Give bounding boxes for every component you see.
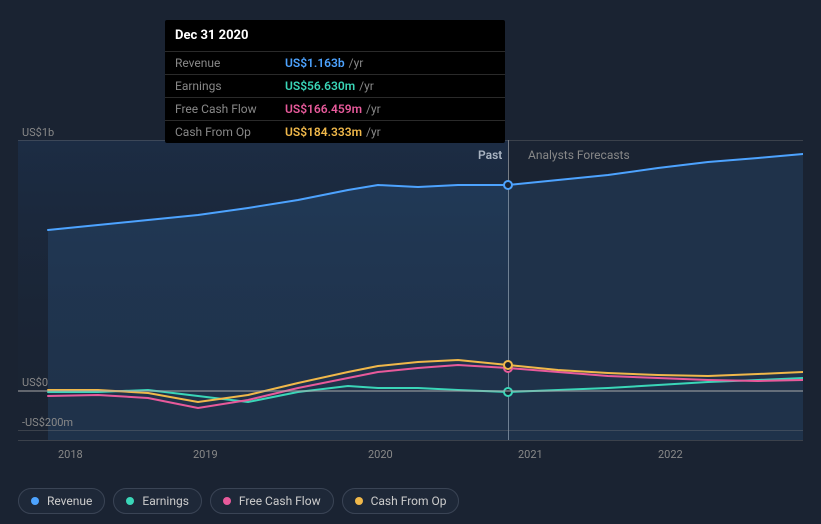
gridline — [18, 440, 803, 441]
tooltip-metric-value: US$1.163b — [285, 56, 345, 70]
x-axis-label: 2022 — [658, 448, 683, 461]
tooltip-date: Dec 31 2020 — [165, 20, 505, 52]
legend-label: Revenue — [47, 494, 92, 508]
legend-dot-icon — [31, 497, 39, 505]
x-axis-label: 2018 — [58, 448, 83, 461]
tooltip-metric-label: Revenue — [175, 56, 285, 70]
chart-tooltip: Dec 31 2020 RevenueUS$1.163b/yrEarningsU… — [165, 20, 505, 143]
legend-dot-icon — [223, 497, 231, 505]
y-axis-label: US$1b — [22, 126, 54, 139]
gridline — [18, 430, 803, 431]
x-axis-label: 2021 — [518, 448, 543, 461]
legend-item[interactable]: Cash From Op — [342, 488, 460, 514]
x-axis-label: 2019 — [193, 448, 218, 461]
legend-label: Cash From Op — [371, 494, 447, 508]
tooltip-row: RevenueUS$1.163b/yr — [165, 52, 505, 75]
tooltip-metric-unit: /yr — [366, 102, 381, 116]
legend-item[interactable]: Earnings — [113, 488, 202, 514]
y-axis-label: -US$200m — [22, 416, 73, 429]
legend-dot-icon — [126, 497, 134, 505]
tooltip-metric-label: Cash From Op — [175, 125, 285, 139]
legend-label: Earnings — [142, 494, 189, 508]
legend-item[interactable]: Revenue — [18, 488, 105, 514]
tooltip-row: Cash From OpUS$184.333m/yr — [165, 121, 505, 143]
legend-dot-icon — [355, 497, 363, 505]
tooltip-metric-label: Free Cash Flow — [175, 102, 285, 116]
chart-svg — [18, 140, 803, 440]
tooltip-metric-value: US$56.630m — [285, 79, 355, 93]
x-axis-label: 2020 — [368, 448, 393, 461]
tooltip-metric-unit: /yr — [366, 125, 381, 139]
tooltip-metric-value: US$166.459m — [285, 102, 362, 116]
tooltip-row: EarningsUS$56.630m/yr — [165, 75, 505, 98]
legend-label: Free Cash Flow — [239, 494, 321, 508]
tooltip-metric-unit: /yr — [359, 79, 374, 93]
tooltip-row: Free Cash FlowUS$166.459m/yr — [165, 98, 505, 121]
tooltip-metric-value: US$184.333m — [285, 125, 362, 139]
financial-chart: Dec 31 2020 RevenueUS$1.163b/yrEarningsU… — [0, 0, 821, 524]
gridline — [18, 390, 803, 392]
chart-legend: Revenue Earnings Free Cash Flow Cash From O… — [18, 488, 459, 514]
chart-plot-area[interactable] — [18, 140, 803, 440]
legend-item[interactable]: Free Cash Flow — [210, 488, 334, 514]
y-axis-label: US$0 — [22, 376, 48, 389]
tooltip-metric-unit: /yr — [349, 56, 364, 70]
tooltip-metric-label: Earnings — [175, 79, 285, 93]
